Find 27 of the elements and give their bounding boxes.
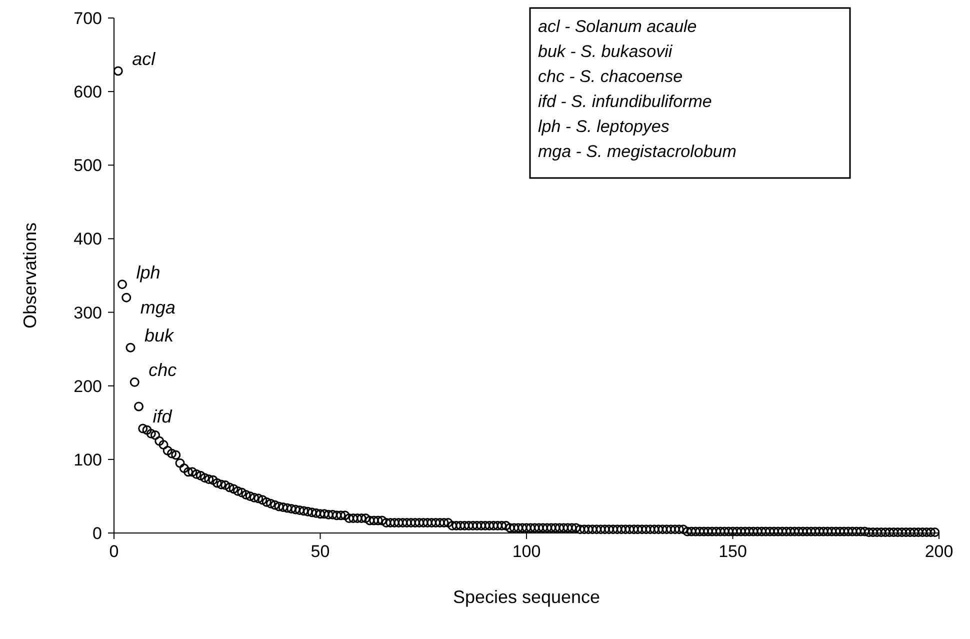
- x-tick-label: 50: [310, 542, 330, 561]
- annotation: buk: [144, 326, 175, 346]
- annotation: acl: [132, 48, 156, 69]
- y-axis-title: Observations: [20, 222, 40, 329]
- annotation: mga - S. megistacrolobum: [538, 142, 736, 161]
- y-tick-label: 100: [74, 450, 102, 470]
- y-tick-label: 400: [74, 230, 102, 249]
- x-axis-title: Species sequence: [452, 587, 600, 607]
- annotation: mga: [140, 298, 176, 318]
- annotation: ifd - S. infundibuliforme: [538, 92, 712, 111]
- annotation: lph - S. leptopyes: [538, 117, 670, 136]
- x-tick-label: 100: [512, 542, 541, 561]
- annotation: acl - Solanum acaule: [538, 17, 697, 36]
- annotation: ifd: [152, 406, 173, 426]
- y-tick-label: 700: [74, 9, 102, 28]
- y-tick-label: 500: [74, 156, 102, 176]
- y-tick-label: 200: [74, 376, 102, 396]
- x-tick-label: 200: [924, 542, 954, 561]
- y-tick-label: 0: [92, 524, 102, 543]
- annotation: chc: [148, 360, 177, 380]
- annotation: buk - S. bukasovii: [538, 42, 674, 61]
- annotation: chc - S. chacoense: [538, 67, 683, 86]
- annotation: lph: [136, 262, 160, 282]
- y-tick-label: 600: [74, 82, 102, 102]
- x-tick-label: 0: [109, 542, 119, 561]
- y-tick-label: 300: [74, 303, 102, 322]
- x-tick-label: 150: [718, 542, 747, 561]
